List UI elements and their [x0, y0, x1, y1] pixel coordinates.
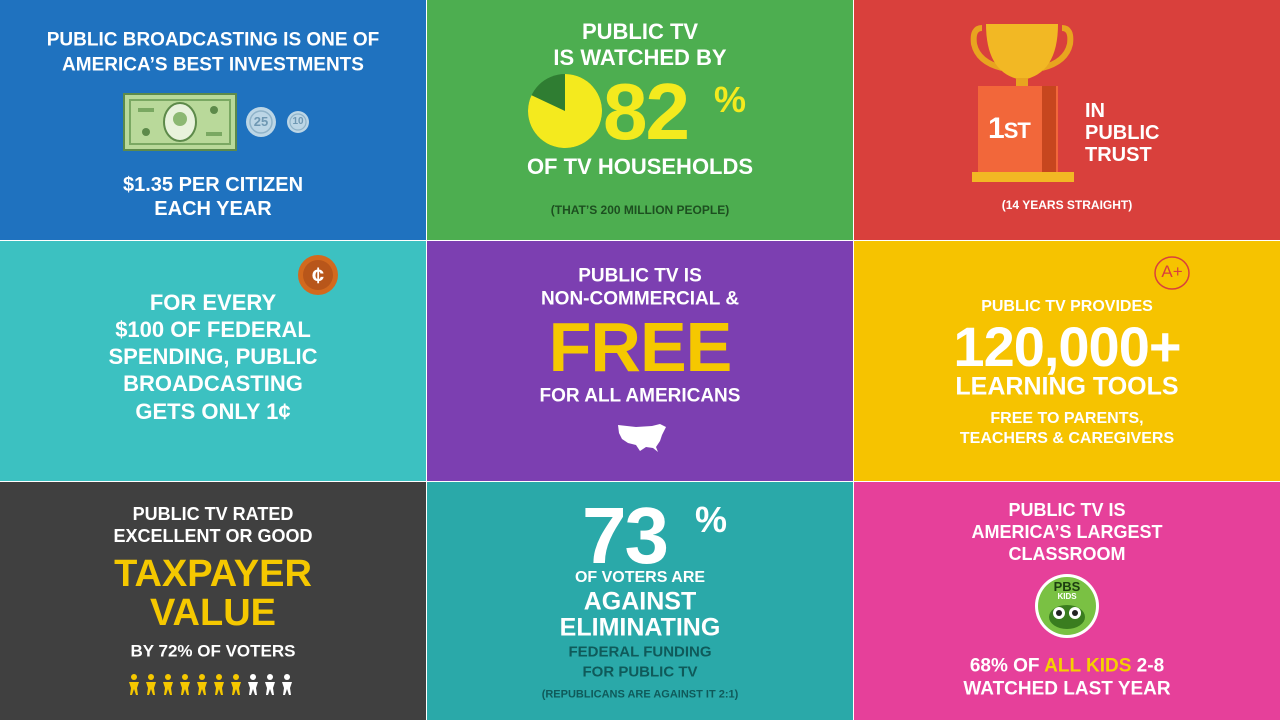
coin-label: 25 [253, 114, 269, 129]
caption-highlight: ALL KIDS [1044, 655, 1132, 677]
label: PUBLIC [1085, 122, 1160, 144]
headline: IS WATCHED BY [553, 45, 727, 70]
tile-trust: 1ST IN PUBLIC TRUST (14 YEARS STRAIGHT) [854, 0, 1280, 240]
tile-investment: PUBLIC BROADCASTING IS ONE OF AMERICA’S … [0, 0, 426, 240]
headline: PUBLIC BROADCASTING IS ONE OF [46, 29, 380, 51]
percent-sign: % [695, 499, 728, 540]
headline: NON-COMMERCIAL & [540, 288, 740, 310]
tile-learning: A+ PUBLIC TV PROVIDES 120,000+ LEARNING … [854, 241, 1280, 481]
caption-part: 2-8 [1136, 655, 1165, 677]
headline: CLASSROOM [1008, 544, 1126, 564]
tile-watched: PUBLIC TV IS WATCHED BY 82 % OF TV HOUSE… [427, 0, 853, 240]
headline: PUBLIC TV IS [578, 265, 702, 287]
note: (REPUBLICANS ARE AGAINST IT 2:1) [541, 688, 739, 701]
caption: 68% OF ALL KIDS 2-8 [854, 657, 1280, 676]
highlight: TAXPAYER [114, 553, 312, 595]
line: $100 OF FEDERAL [115, 317, 311, 342]
caption: TEACHERS & CAREGIVERS [959, 430, 1175, 447]
rank-suffix: ST [1003, 118, 1031, 143]
caption: $1.35 PER CITIZEN [122, 174, 304, 196]
coin [246, 107, 276, 137]
headline: PUBLIC TV IS [1008, 500, 1126, 520]
label: IN [1085, 100, 1105, 122]
subject: LEARNING TOOLS [955, 372, 1179, 401]
line: FOR EVERY [149, 290, 277, 315]
highlight: VALUE [150, 592, 276, 634]
highlight: FREE [548, 308, 733, 386]
figure: 120,000+ [953, 315, 1181, 378]
percent-sign: % [714, 79, 747, 120]
highlight: AGAINST [583, 587, 697, 616]
note: (14 YEARS STRAIGHT) [1001, 198, 1133, 212]
caption: OF TV HOUSEHOLDS [526, 154, 754, 179]
coin-label: 10 [292, 116, 304, 127]
line: OF VOTERS ARE [574, 569, 706, 586]
stamp [1154, 256, 1190, 290]
caption: FOR ALL AMERICANS [539, 385, 741, 407]
caption: WATCHED LAST YEAR [963, 678, 1171, 700]
trophy [970, 24, 1074, 182]
detail: FOR PUBLIC TV [582, 663, 698, 681]
percent-value: 73 [582, 491, 669, 580]
pie-slice [528, 74, 602, 148]
cent-icon: ¢ [311, 263, 325, 288]
note: (THAT’S 200 MILLION PEOPLE) [550, 203, 730, 217]
line: GETS ONLY 1¢ [135, 399, 291, 424]
line: SPENDING, PUBLIC [108, 344, 318, 369]
caption-part: 68% OF [969, 655, 1040, 677]
pie-chart [528, 74, 602, 148]
us-map [618, 424, 666, 452]
headline: PUBLIC TV RATED [132, 504, 294, 524]
tile-classroom: PUBLIC TV IS AMERICA’S LARGEST CLASSROOM… [854, 482, 1280, 720]
headline: PUBLIC TV PROVIDES [981, 298, 1153, 315]
headline: EXCELLENT OR GOOD [113, 526, 313, 546]
stamp-label: A+ [1161, 262, 1183, 281]
rank-number: 1 [988, 112, 1005, 145]
coin [287, 111, 309, 133]
headline: AMERICA’S LARGEST [971, 522, 1163, 542]
tile-free: PUBLIC TV IS NON-COMMERCIAL & FREE FOR A… [427, 241, 853, 481]
tile-spending: ¢ FOR EVERY $100 OF FEDERAL SPENDING, PU… [0, 241, 426, 481]
detail: FEDERAL FUNDING [568, 643, 712, 661]
cent-coin [298, 255, 338, 295]
caption: EACH YEAR [154, 198, 272, 220]
label: TRUST [1085, 144, 1152, 166]
headline: AMERICA’S BEST INVESTMENTS [62, 54, 364, 76]
pbs-kids-logo [1035, 574, 1099, 638]
caption: FREE TO PARENTS, [990, 410, 1144, 427]
headline: PUBLIC TV [581, 19, 699, 44]
caption: BY 72% OF VOTERS [130, 641, 296, 661]
people-icons [129, 674, 292, 695]
logo-text: KIDS [1057, 592, 1077, 601]
highlight: ELIMINATING [559, 613, 721, 642]
dollar-bill [123, 93, 237, 151]
line: BROADCASTING [123, 371, 303, 396]
rank: 1ST [988, 112, 1031, 145]
tile-voters: 73 % OF VOTERS ARE AGAINST ELIMINATING F… [427, 482, 853, 720]
tile-taxpayer: PUBLIC TV RATED EXCELLENT OR GOOD TAXPAY… [0, 482, 426, 720]
percent-value: 82 [603, 67, 690, 156]
logo-text: PBS [1053, 579, 1081, 594]
